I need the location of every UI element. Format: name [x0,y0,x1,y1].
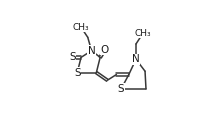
Text: N: N [132,54,140,64]
Text: S: S [74,68,81,78]
Text: O: O [101,45,109,55]
Text: S: S [118,84,124,94]
Text: N: N [88,46,95,56]
Text: CH₃: CH₃ [135,29,151,38]
Text: S: S [69,52,76,62]
Text: CH₃: CH₃ [73,23,89,32]
